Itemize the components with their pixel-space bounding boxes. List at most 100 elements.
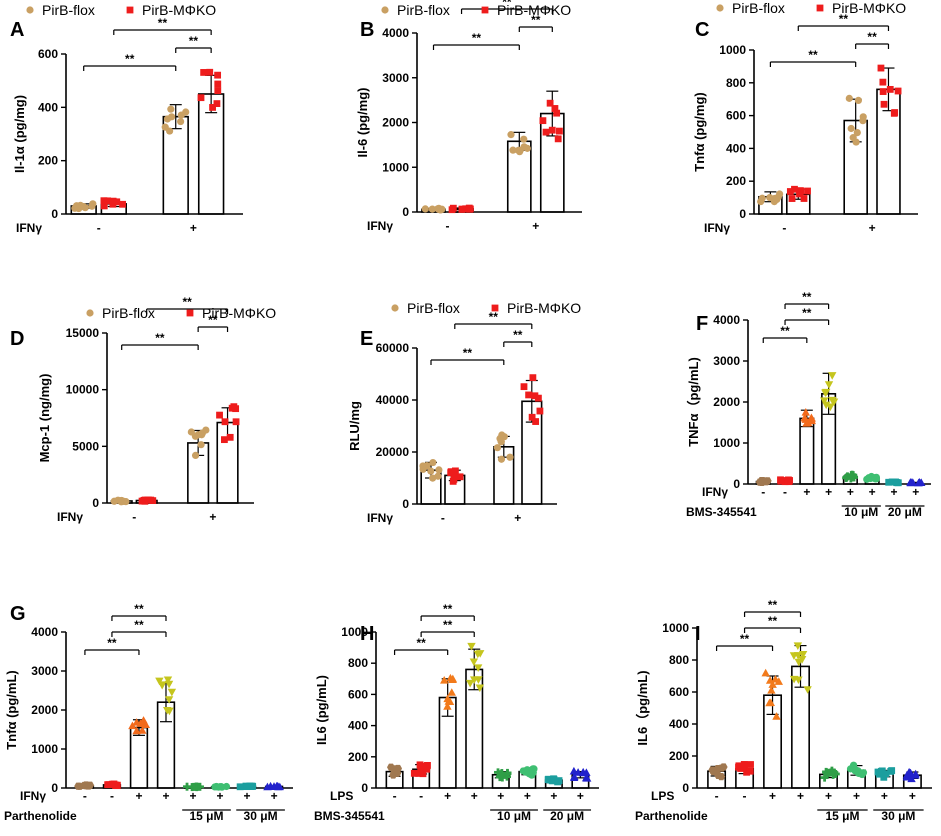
data-point bbox=[793, 642, 803, 650]
significance-label: ** bbox=[208, 313, 218, 327]
significance-label: ** bbox=[443, 618, 453, 632]
y-tick-label: 200 bbox=[38, 154, 58, 168]
data-point bbox=[554, 778, 562, 786]
significance-label: ** bbox=[472, 31, 482, 45]
data-point bbox=[458, 206, 466, 213]
y-tick-label: 600 bbox=[38, 47, 58, 61]
data-point bbox=[138, 726, 147, 734]
y-tick-label: 200 bbox=[348, 750, 368, 764]
data-point bbox=[890, 109, 898, 117]
row-mark: - bbox=[132, 510, 136, 524]
data-point bbox=[548, 126, 556, 134]
data-point bbox=[420, 762, 427, 770]
legend-marker-ko bbox=[186, 309, 194, 317]
data-point bbox=[894, 87, 902, 95]
data-point bbox=[767, 686, 776, 694]
row-mark: - bbox=[782, 221, 786, 235]
significance-label: ** bbox=[107, 636, 117, 650]
row-mark: + bbox=[471, 789, 478, 803]
row-label: IFNγ bbox=[367, 219, 393, 233]
significance-label: ** bbox=[443, 602, 453, 616]
data-point bbox=[440, 676, 449, 684]
row-mark: + bbox=[190, 789, 197, 803]
data-point bbox=[830, 766, 834, 775]
data-point bbox=[804, 187, 811, 195]
panel-letter: I bbox=[695, 623, 701, 645]
data-point bbox=[428, 205, 436, 213]
dose-label: 10 μM bbox=[497, 809, 531, 823]
panel-letter: F bbox=[696, 313, 708, 335]
row-mark: + bbox=[909, 789, 916, 803]
row-mark: + bbox=[577, 789, 584, 803]
row-mark: + bbox=[444, 789, 451, 803]
data-point bbox=[182, 108, 190, 116]
row-mark: - bbox=[83, 789, 87, 803]
data-point bbox=[465, 679, 475, 688]
data-point bbox=[846, 765, 855, 773]
data-point bbox=[777, 477, 785, 485]
data-point bbox=[100, 197, 108, 205]
row-mark: - bbox=[419, 789, 423, 803]
legend-marker-ko bbox=[491, 304, 499, 312]
row-mark: - bbox=[715, 789, 719, 803]
legend-marker-flox bbox=[26, 6, 34, 14]
data-point bbox=[195, 782, 198, 791]
data-point bbox=[879, 78, 887, 86]
data-point bbox=[263, 782, 272, 791]
data-point bbox=[906, 769, 915, 777]
row-mark: + bbox=[912, 485, 919, 499]
row-mark: + bbox=[532, 219, 539, 233]
y-tick-label: 2000 bbox=[382, 116, 409, 130]
data-point bbox=[791, 185, 798, 193]
row-mark: + bbox=[217, 789, 224, 803]
data-point bbox=[155, 677, 164, 686]
data-point bbox=[415, 770, 423, 777]
data-point bbox=[801, 408, 810, 416]
data-point bbox=[735, 763, 742, 771]
data-point bbox=[497, 455, 506, 463]
data-point bbox=[544, 776, 552, 784]
significance-label: ** bbox=[489, 310, 499, 324]
y-tick-label: 5000 bbox=[72, 439, 99, 453]
data-point bbox=[206, 68, 214, 76]
row-mark: - bbox=[110, 789, 114, 803]
data-point bbox=[874, 768, 882, 776]
data-point bbox=[872, 475, 881, 483]
data-point bbox=[197, 94, 205, 102]
y-axis-label: Tnfα (pg/mg) bbox=[692, 92, 707, 171]
y-tick-label: 1000 bbox=[382, 160, 409, 174]
data-point bbox=[539, 117, 547, 125]
data-point bbox=[717, 773, 726, 781]
dose-label: 30 μM bbox=[881, 809, 915, 823]
panel-letter: H bbox=[360, 623, 374, 645]
data-point bbox=[877, 64, 885, 72]
significance-label: ** bbox=[839, 12, 849, 26]
row-mark: - bbox=[97, 221, 101, 235]
panel-f: 0 1000 2000 3000 4000 TNFα（pg/mL) F IFNγ - - + + + + +… bbox=[686, 290, 931, 519]
data-point bbox=[740, 761, 748, 768]
data-point bbox=[476, 650, 485, 658]
y-tick-label: 600 bbox=[348, 687, 368, 701]
data-point bbox=[789, 652, 799, 660]
data-point bbox=[200, 69, 208, 76]
data-point bbox=[166, 127, 174, 135]
significance-label: ** bbox=[182, 295, 192, 309]
data-point bbox=[81, 204, 89, 212]
data-point bbox=[554, 135, 562, 143]
data-point bbox=[443, 702, 452, 710]
data-point bbox=[803, 686, 812, 694]
y-tick-label: 600 bbox=[726, 109, 746, 123]
row-mark: + bbox=[550, 789, 557, 803]
data-point bbox=[849, 134, 857, 142]
data-point bbox=[446, 673, 455, 682]
data-point bbox=[556, 127, 563, 135]
data-point bbox=[434, 472, 442, 480]
row-label: IFNγ bbox=[20, 789, 46, 803]
row-mark: + bbox=[825, 485, 832, 499]
data-point bbox=[507, 131, 515, 139]
row-mark: + bbox=[803, 485, 810, 499]
legend-label-flox: PirB-flox bbox=[42, 2, 95, 18]
y-tick-label: 600 bbox=[669, 685, 689, 699]
data-point bbox=[88, 202, 96, 210]
